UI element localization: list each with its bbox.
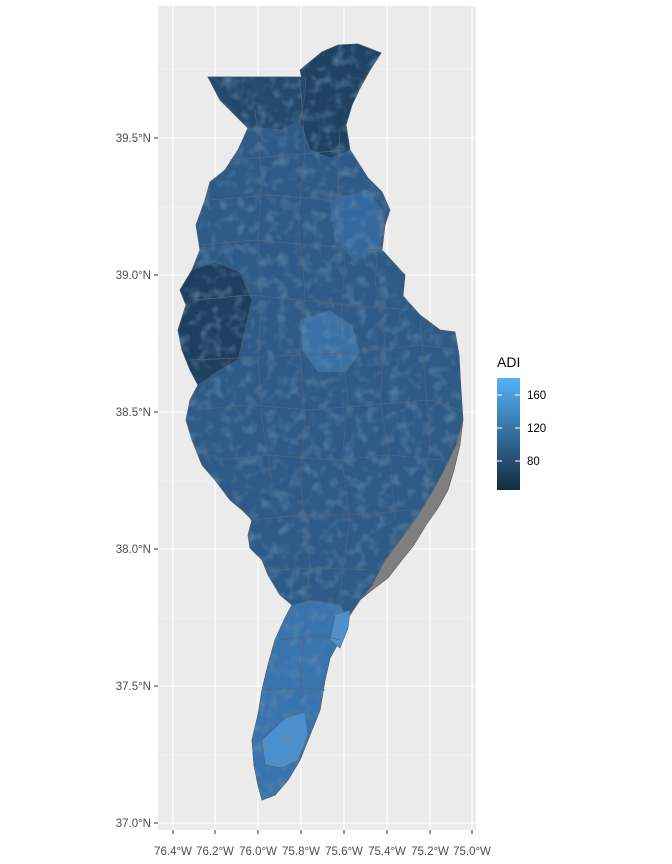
y-tick-label: 37.0°N: [116, 818, 151, 830]
legend-colorbar: [497, 378, 520, 490]
y-tick-label: 38.0°N: [116, 544, 151, 556]
y-axis-labels: 39.5°N 39.0°N 38.5°N 38.0°N 37.5°N 37.0°…: [116, 133, 151, 830]
tract-texture: [178, 44, 463, 800]
legend-label: 160: [527, 390, 546, 402]
x-axis-labels: 76.4°W 76.2°W 76.0°W 75.8°W 75.6°W 75.4°…: [154, 846, 491, 858]
y-tick-label: 39.5°N: [116, 133, 151, 145]
x-axis-ticks: [172, 830, 473, 834]
legend-title: ADI: [497, 354, 520, 370]
tract-boundaries: [189, 79, 461, 701]
y-axis-ticks: [154, 137, 158, 824]
x-tick-label: 75.2°W: [411, 846, 449, 858]
legend-label: 120: [527, 423, 546, 435]
y-tick-label: 38.5°N: [116, 407, 151, 419]
y-tick-label: 37.5°N: [116, 681, 151, 693]
x-tick-label: 76.4°W: [154, 846, 192, 858]
x-tick-label: 75.0°W: [453, 846, 491, 858]
x-tick-label: 75.6°W: [325, 846, 363, 858]
legend-label: 80: [527, 456, 540, 468]
x-tick-label: 75.4°W: [368, 846, 406, 858]
x-tick-label: 75.8°W: [282, 846, 320, 858]
peninsula: [177, 43, 464, 801]
x-tick-label: 76.2°W: [196, 846, 234, 858]
legend: ADI 80 120 160: [497, 354, 546, 490]
y-tick-label: 39.0°N: [116, 270, 151, 282]
x-tick-label: 76.0°W: [239, 846, 277, 858]
